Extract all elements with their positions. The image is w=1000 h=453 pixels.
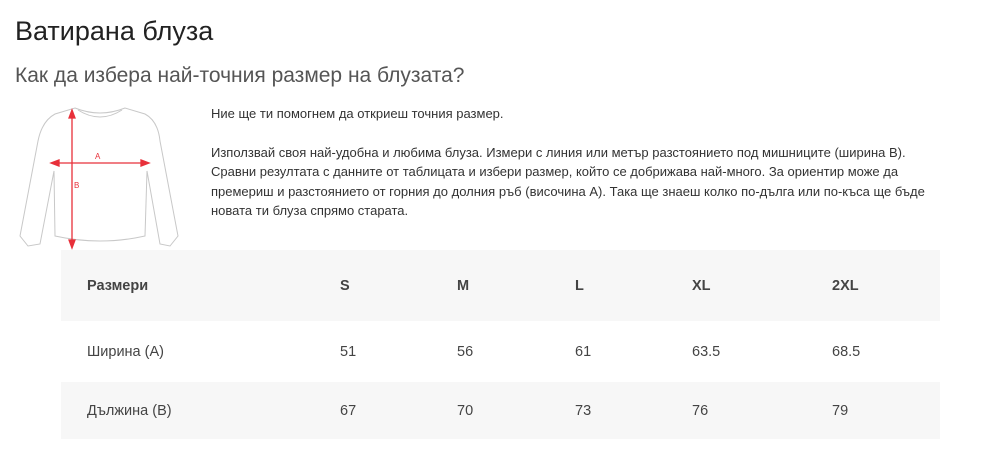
cell: 73 — [575, 402, 592, 419]
row-label: Дължина (B) — [87, 402, 172, 419]
cell: 63.5 — [692, 343, 721, 360]
intro-paragraph: Ние ще ти помогнем да откриеш точния раз… — [211, 106, 504, 121]
cell: 67 — [340, 402, 357, 419]
instructions-paragraph: Използвай своя най-удобна и любима блуза… — [211, 144, 925, 219]
sweatshirt-measurement-illustration: A B — [19, 107, 179, 250]
cell: 51 — [340, 343, 357, 360]
cell: 76 — [692, 402, 709, 419]
label-a: A — [95, 152, 101, 161]
table-row: Дължина (B) 67 70 73 76 79 — [61, 382, 940, 439]
page-title: Ватирана блуза — [15, 16, 214, 46]
label-b: B — [74, 181, 79, 190]
cell: 70 — [457, 402, 474, 419]
page-subtitle: Как да избера най-точния размер на блуза… — [15, 64, 465, 87]
header-cell: S — [340, 277, 350, 294]
header-cell: XL — [692, 277, 711, 294]
cell: 68.5 — [832, 343, 861, 360]
header-cell: 2XL — [832, 277, 859, 294]
table-row: Ширина (A) 51 56 61 63.5 68.5 — [61, 321, 940, 382]
header-cell: Размери — [87, 277, 149, 294]
header-cell: M — [457, 277, 470, 294]
size-table: Размери S M L XL 2XL Ширина (A) 51 56 61… — [61, 250, 940, 439]
instructions-text: Ние ще ти помогнем да откриеш точния раз… — [211, 104, 951, 240]
table-header-row: Размери S M L XL 2XL — [61, 250, 940, 321]
cell: 79 — [832, 402, 849, 419]
row-label: Ширина (A) — [87, 343, 164, 360]
cell: 56 — [457, 343, 474, 360]
header-cell: L — [575, 277, 584, 294]
cell: 61 — [575, 343, 592, 360]
